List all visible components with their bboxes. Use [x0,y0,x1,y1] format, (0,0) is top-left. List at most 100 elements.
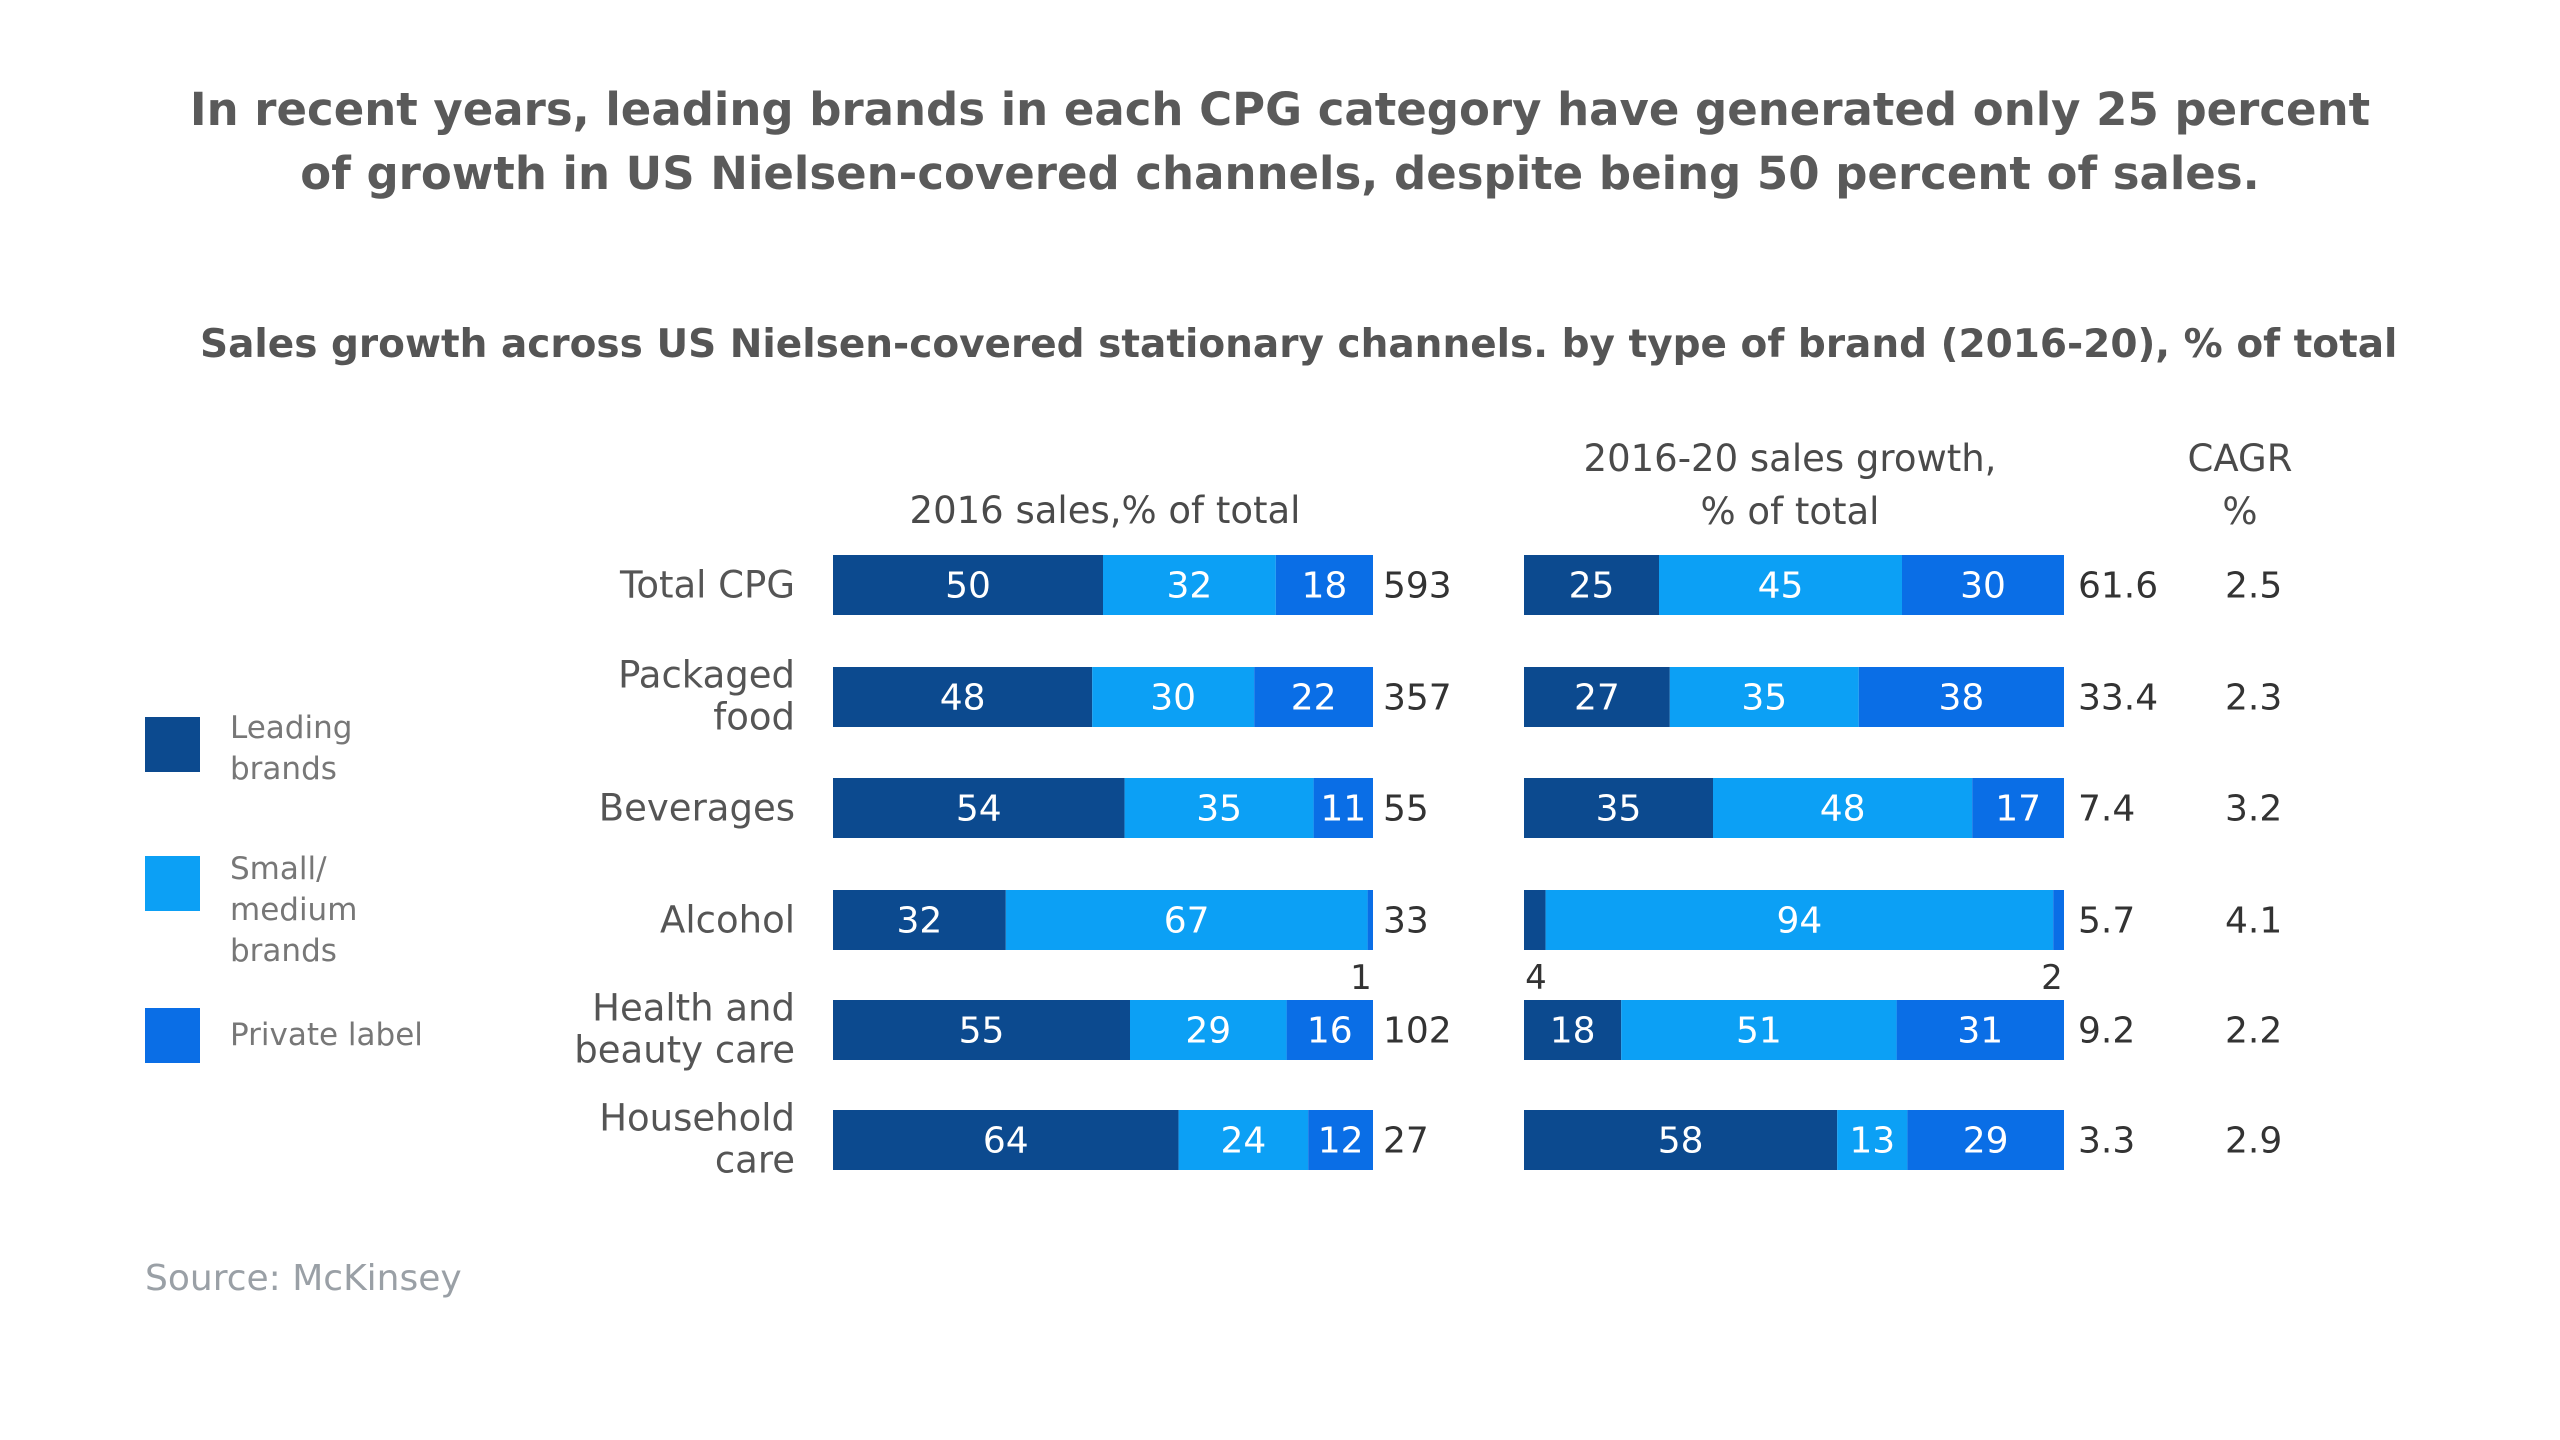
source-note: Source: McKinsey [145,1258,462,1299]
cagr-value: 2.2 [2225,1011,2282,1052]
growth-segment-label: 30 [1960,566,2006,607]
legend-swatch-private [145,1008,200,1063]
growth-small-segment-label: 4 [1525,958,1547,998]
growth-total-label: 61.6 [2078,566,2158,607]
category-label-line-1: Packaged [618,654,795,697]
category-label: Beverages [599,787,795,830]
sales-total-label: 55 [1383,789,1429,830]
cagr-header-line-1: CAGR [2187,437,2293,480]
legend-private-line-1: Private label [230,1017,423,1053]
category-label-line-1: Household [599,1097,795,1140]
sales-segment-label: 30 [1150,678,1196,719]
cagr-value: 2.9 [2225,1121,2282,1162]
growth-bar-segment [2053,890,2064,950]
sales-bar-segment [1130,1000,1287,1060]
legend-swatch-small-medium [145,856,200,911]
sales-bar-segment [833,778,1125,838]
growth-bar-segment [1972,778,2064,838]
legend-small-line-3: brands [230,933,337,969]
sales-segment-label: 48 [940,678,986,719]
growth-segment-label: 45 [1758,566,1804,607]
legend-small-line-1: Small/ [230,851,327,887]
legend-label-private: Private label [230,1015,423,1056]
growth-segment-label: 25 [1569,566,1615,607]
growth-bar-segment [1524,1110,1838,1170]
growth-total-label: 9.2 [2078,1011,2135,1052]
growth-total-label: 5.7 [2078,901,2135,942]
growth-segment-label: 48 [1820,789,1866,830]
growth-segment-label: 35 [1596,789,1642,830]
growth-bar-segment [1669,667,1859,727]
growth-segment-label: 13 [1849,1121,1895,1162]
sales-segment-label: 64 [983,1121,1029,1162]
growth-segment-label: 94 [1776,901,1822,942]
legend-label-leading: Leading brands [230,708,352,790]
sales-bar-segment [1103,555,1276,615]
sales-bar-segment [1367,890,1373,950]
sales-segment-label: 54 [956,789,1002,830]
growth-segment-label: 51 [1736,1011,1782,1052]
sales-bar-segment [833,667,1093,727]
sales-segment-label: 12 [1318,1121,1364,1162]
sales-segment-label: 55 [959,1011,1005,1052]
cagr-value: 3.2 [2225,789,2282,830]
sales-bar-segment [833,1000,1130,1060]
growth-segment-label: 17 [1995,789,2041,830]
growth-small-segment-label: 2 [2041,958,2063,998]
growth-segment-label: 38 [1938,678,1984,719]
growth-bar-segment [1837,1110,1908,1170]
sales-total-label: 33 [1383,901,1429,942]
sales-bar-segment [1124,778,1314,838]
sales-column-header: 2016 sales,% of total [835,484,1375,537]
cagr-value: 2.3 [2225,678,2282,719]
growth-bar-segment [1524,555,1659,615]
growth-bar-segment [1545,890,2054,950]
headline-line-1: In recent years, leading brands in each … [189,83,2371,136]
growth-bar-segment [1524,1000,1622,1060]
growth-bar-segment [1902,555,2064,615]
growth-bar-segment [1907,1110,2064,1170]
sales-total-label: 102 [1383,1011,1452,1052]
cagr-column-header: CAGR % [2160,432,2320,538]
category-label: Alcohol [660,899,795,942]
category-label-line-2: food [713,696,795,739]
growth-bar-segment [1621,1000,1897,1060]
growth-total-label: 33.4 [2078,678,2158,719]
sales-segment-label: 22 [1291,678,1337,719]
growth-segment-label: 29 [1963,1121,2009,1162]
cagr-value: 2.5 [2225,566,2282,607]
legend-label-small-medium: Small/ medium brands [230,849,357,972]
sales-total-label: 27 [1383,1121,1429,1162]
sales-total-label: 357 [1383,678,1452,719]
sales-bar-segment [833,890,1006,950]
category-label-line-2: beauty care [574,1029,795,1072]
growth-segment-label: 35 [1741,678,1787,719]
sales-bar-segment [1313,778,1373,838]
sales-segment-label: 29 [1185,1011,1231,1052]
sales-segment-label: 18 [1301,566,1347,607]
headline: In recent years, leading brands in each … [0,78,2560,206]
legend-leading-line-2: brands [230,751,337,787]
growth-segment-label: 18 [1550,1011,1596,1052]
cagr-header-line-2: % [2222,490,2258,533]
sales-small-segment-label: 1 [1350,958,1372,998]
sales-segment-label: 24 [1220,1121,1266,1162]
growth-segment-label: 31 [1957,1011,2003,1052]
growth-bar-segment [1524,778,1713,838]
sales-segment-label: 11 [1320,789,1366,830]
sales-bar-segment [1286,1000,1373,1060]
growth-bar-segment [1713,778,1973,838]
growth-segment-label: 58 [1658,1121,1704,1162]
growth-bar-segment [1896,1000,2064,1060]
sales-bar-segment [1275,555,1373,615]
growth-bar-segment [1524,667,1670,727]
sales-segment-label: 32 [896,901,942,942]
growth-header-line-1: 2016-20 sales growth, [1583,437,1997,480]
cagr-value: 4.1 [2225,901,2282,942]
headline-line-2: of growth in US Nielsen-covered channels… [300,147,2260,200]
sales-bar-segment [833,1110,1179,1170]
legend-small-line-2: medium [230,892,358,928]
sales-segment-label: 16 [1307,1011,1353,1052]
legend-leading-line-1: Leading [230,710,353,746]
